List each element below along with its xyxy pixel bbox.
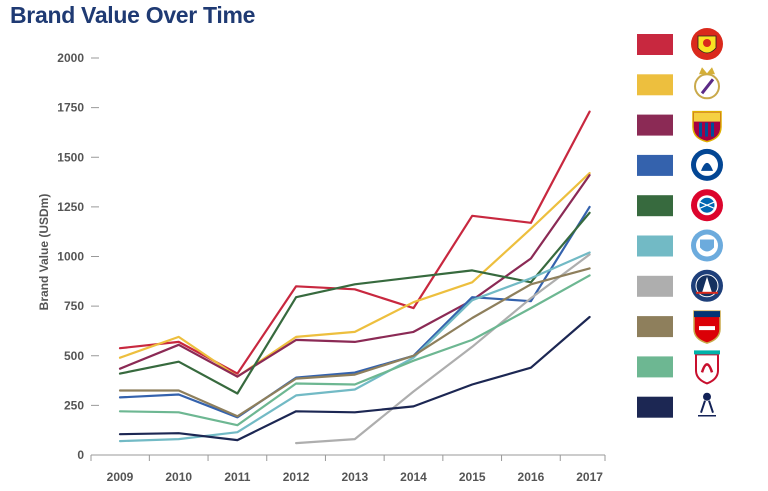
series-line-manchester-city (118, 251, 591, 443)
legend-swatch-arsenal (637, 316, 673, 338)
paris-saint-germain-crest-icon (691, 269, 723, 302)
chart-title: Brand Value Over Time (10, 2, 256, 28)
series-line-arsenal (118, 267, 591, 418)
series-line-manchester-united (118, 110, 591, 375)
x-tick-label: 2017 (576, 470, 603, 484)
series-line-real-madrid (118, 172, 591, 378)
series-line-chelsea (118, 205, 591, 419)
y-tick-label: 1500 (57, 150, 84, 164)
x-tick-label: 2009 (107, 470, 134, 484)
x-tick-label: 2015 (459, 470, 486, 484)
y-tick-label: 250 (64, 398, 84, 412)
x-tick-label: 2011 (224, 470, 250, 484)
y-tick-label: 500 (64, 349, 84, 363)
y-tick-label: 1250 (57, 200, 84, 214)
legend-swatch-bayern-munich (637, 195, 673, 217)
legend-swatch-chelsea (637, 154, 673, 176)
fc-barcelona-crest-icon (692, 110, 722, 143)
legend-swatch-fc-barcelona (637, 114, 673, 136)
x-tick-label: 2010 (165, 470, 192, 484)
legend-swatch-paris-saint-germain (637, 275, 673, 297)
series-line-tottenham-hotspur (118, 315, 591, 442)
legend-swatch-real-madrid (637, 74, 673, 96)
tottenham-hotspur-crest-icon (698, 392, 716, 417)
manchester-city-crest-icon (691, 229, 723, 262)
liverpool-crest-icon (694, 350, 720, 385)
legend-swatch-liverpool (637, 356, 673, 378)
manchester-united-crest-icon (691, 28, 723, 60)
chart-series-lines (118, 110, 591, 445)
y-tick-label: 1000 (57, 250, 84, 264)
y-tick-label: 750 (64, 299, 84, 313)
real-madrid-crest-icon (694, 67, 720, 100)
x-tick-label: 2016 (518, 470, 545, 484)
y-tick-label: 0 (77, 448, 84, 462)
x-tick-label: 2013 (341, 470, 368, 484)
series-line-paris-saint-germain (295, 253, 591, 445)
x-tick-label: 2012 (283, 470, 310, 484)
chart-axes: 0 250 500 750 1000 1250 1500 1750 2000 2009 2010 20… (37, 51, 606, 484)
series-line-bayern-munich (118, 211, 591, 395)
series-line-liverpool (118, 274, 591, 427)
x-tick-label: 2014 (400, 470, 427, 484)
y-tick-label: 2000 (57, 51, 84, 65)
y-axis-title: Brand Value (USDm) (37, 194, 51, 311)
y-tick-label: 1750 (57, 101, 84, 115)
legend-swatch-manchester-united (637, 34, 673, 55)
chart-legend (637, 28, 723, 418)
chelsea-crest-icon (691, 148, 723, 181)
series-line-fc-barcelona (118, 174, 591, 378)
legend-swatch-tottenham-hotspur (637, 396, 673, 418)
arsenal-crest-icon (693, 310, 721, 344)
bayern-munich-crest-icon (691, 189, 723, 222)
legend-swatch-manchester-city (637, 235, 673, 257)
